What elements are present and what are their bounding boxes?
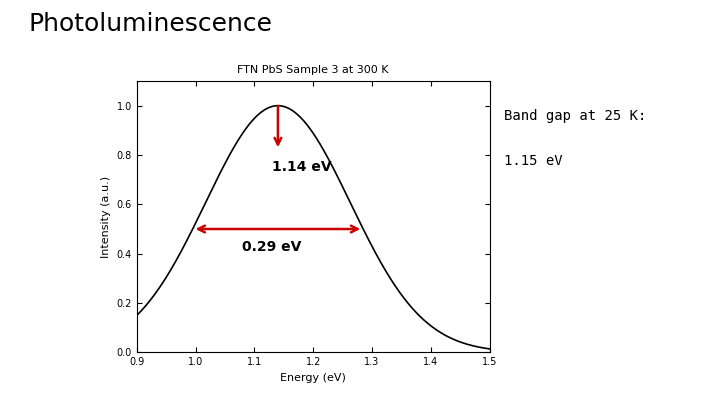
Text: 1.14 eV: 1.14 eV [272,160,332,174]
Text: Photoluminescence: Photoluminescence [29,12,273,36]
Text: 0.29 eV: 0.29 eV [243,240,302,254]
Title: FTN PbS Sample 3 at 300 K: FTN PbS Sample 3 at 300 K [238,65,389,75]
X-axis label: Energy (eV): Energy (eV) [280,373,346,383]
Text: Band gap at 25 K:: Band gap at 25 K: [504,109,647,124]
Y-axis label: Intensity (a.u.): Intensity (a.u.) [101,176,111,258]
Text: 1.15 eV: 1.15 eV [504,154,562,168]
